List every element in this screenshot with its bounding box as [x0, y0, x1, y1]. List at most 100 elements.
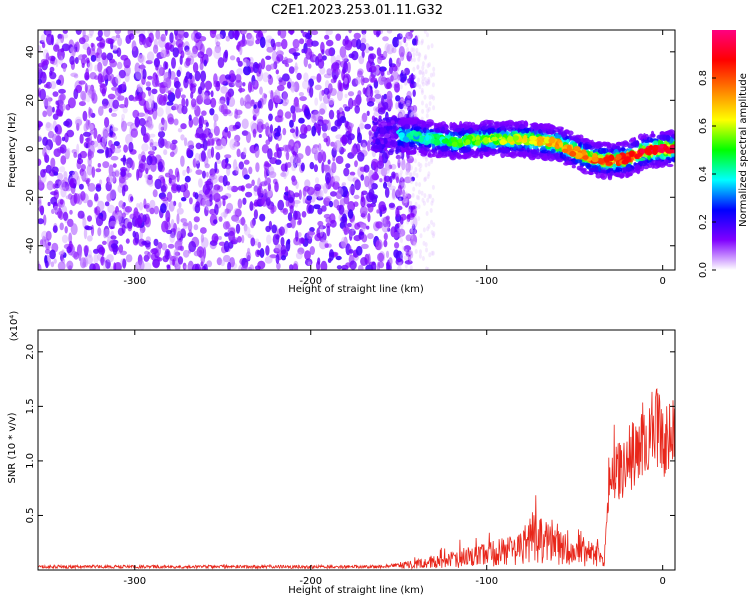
spectral-blob [318, 225, 327, 230]
spectral-blob [431, 184, 435, 190]
ridge-blob [625, 167, 632, 171]
spectral-blob [85, 57, 90, 64]
spectral-blob [347, 209, 354, 219]
ridge-blob [416, 147, 422, 151]
spectral-blob [428, 252, 432, 258]
spectral-blob [421, 65, 425, 71]
spectral-blob [341, 148, 346, 153]
spectral-blob [267, 148, 273, 160]
spectral-blob [245, 183, 253, 189]
ridge-core [465, 139, 471, 145]
spectral-blob [169, 151, 175, 158]
spectral-blob [118, 244, 124, 253]
spectral-blob [46, 105, 53, 117]
spectral-blob [418, 253, 422, 259]
spectral-blob [335, 33, 342, 41]
spectral-blob [192, 158, 197, 168]
spectral-blob [422, 240, 426, 246]
spectral-blob [368, 46, 374, 51]
spectral-blob [391, 188, 396, 199]
ridge-blob [450, 131, 454, 137]
spectral-blob [113, 147, 122, 154]
spectral-blob [114, 170, 120, 177]
spectral-blob [297, 247, 305, 255]
spectral-blob [160, 47, 167, 58]
spectral-blob [296, 72, 302, 81]
spectral-blob [305, 47, 313, 60]
spectral-blob [99, 179, 103, 185]
spectral-blob [124, 206, 133, 213]
spectral-blob [122, 107, 128, 114]
spectral-blob [145, 98, 154, 111]
spectral-blob [276, 262, 281, 270]
spectral-blob [233, 114, 241, 119]
spectral-blob [409, 200, 413, 206]
spectral-blob [415, 47, 419, 53]
spectral-blob [416, 82, 419, 88]
spectral-blob [147, 251, 151, 260]
spectral-blob [399, 32, 403, 38]
spectral-blob [362, 32, 366, 42]
spectral-blob [336, 265, 342, 270]
spectral-blob [360, 75, 365, 86]
spectral-blob [432, 95, 436, 101]
spectral-blob [309, 86, 314, 98]
spectral-blob [152, 189, 158, 198]
x-tick-label: -200 [299, 276, 322, 287]
spectral-blob [411, 221, 415, 227]
spectral-blob [95, 183, 102, 189]
ridge-blob [508, 151, 516, 157]
spectral-blob [277, 199, 285, 211]
spectral-blob [186, 166, 190, 174]
spectral-blob [358, 123, 365, 130]
spectral-blob [413, 74, 417, 79]
spectral-blob [421, 100, 424, 106]
spectral-blob [97, 73, 103, 85]
spectral-blob [405, 79, 409, 85]
ridge-blob [623, 167, 627, 174]
spectral-blob [421, 108, 425, 114]
spectral-blob [371, 173, 380, 181]
spectral-blob [354, 222, 361, 230]
spectral-blob [151, 145, 157, 151]
spectral-blob [317, 58, 325, 69]
spectral-blob [140, 125, 147, 136]
ridge-blob [524, 151, 530, 156]
spectral-blob [59, 166, 66, 173]
spectral-blob [427, 161, 431, 167]
spectral-blob [401, 181, 405, 187]
ridge-blob [384, 133, 391, 138]
spectral-blob [121, 212, 126, 218]
spectral-blob [294, 210, 301, 220]
spectral-blob [236, 68, 244, 76]
spectral-blob [269, 63, 276, 70]
spectral-blob [38, 205, 45, 213]
ridge-blob [404, 123, 410, 128]
spectral-blob [198, 117, 202, 127]
spectral-blob [358, 264, 364, 270]
spectral-blob [254, 146, 260, 159]
spectral-blob [406, 155, 414, 164]
spectral-blob [424, 162, 428, 168]
spectral-blob [187, 140, 194, 149]
spectral-blob [235, 219, 240, 224]
spectral-blob [184, 175, 191, 183]
spectral-blob [209, 128, 216, 133]
spectral-blob [49, 71, 57, 80]
spectral-blob [209, 108, 215, 116]
spectral-blob [340, 236, 347, 249]
spectral-blob [149, 144, 156, 152]
spectral-blob [162, 119, 168, 132]
spectral-blob [147, 107, 154, 115]
spectral-blob [266, 189, 273, 199]
spectral-blob [360, 224, 366, 233]
spectral-blob [139, 218, 142, 224]
spectral-blob [266, 234, 272, 245]
spectral-blob [328, 109, 335, 120]
spectral-blob [293, 200, 301, 204]
spectral-blob [202, 183, 211, 195]
spectral-blob [395, 257, 404, 266]
spectral-blob [64, 132, 69, 143]
spectral-blob [432, 66, 436, 72]
spectral-blob [50, 261, 55, 268]
